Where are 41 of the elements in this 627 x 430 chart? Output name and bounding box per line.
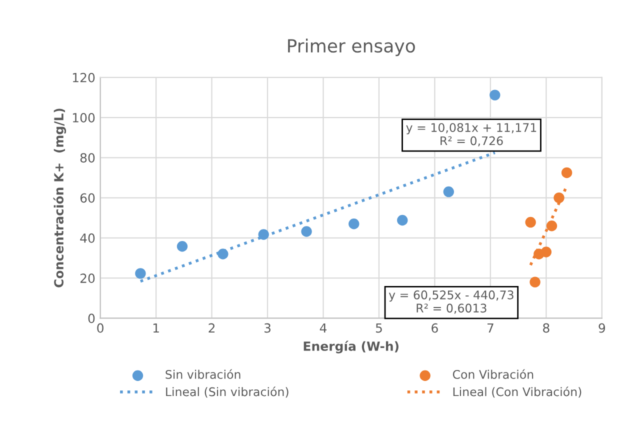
- x-tick-label: 7: [488, 323, 494, 333]
- y-tick-label: 0: [88, 314, 95, 324]
- x-tick-label: 1: [153, 323, 159, 333]
- legend-label: Sin vibración: [166, 369, 240, 379]
- point: [258, 229, 269, 240]
- point: [554, 192, 564, 204]
- x-tick-label: 4: [320, 323, 327, 333]
- y-tick-label: 40: [80, 233, 95, 243]
- x-tick-label: 3: [264, 323, 270, 333]
- y-tick-label: 20: [80, 274, 95, 283]
- y-tick-label: 80: [80, 153, 95, 163]
- x-tick-label: 2: [208, 323, 215, 333]
- legend-label: Lineal (Con Vibración): [453, 386, 582, 398]
- point: [397, 214, 408, 226]
- point: [176, 241, 188, 252]
- x-tick-label: 8: [543, 323, 550, 333]
- point: [530, 276, 540, 288]
- annotation: y = 10,081x + 11,171 R² = 0,726: [406, 123, 536, 146]
- chart-title: Primer ensayo: [288, 38, 415, 56]
- point: [135, 268, 146, 279]
- y-tick-label: 60: [80, 193, 95, 203]
- legend-label: Lineal (Sin vibración): [166, 386, 288, 398]
- y-axis-title: Concentración K+ (mg/L): [53, 108, 66, 288]
- point: [561, 167, 572, 178]
- y-tick-label: 120: [72, 72, 95, 82]
- legend-label: Con Vibración: [452, 369, 534, 379]
- x-tick-label: 9: [598, 323, 606, 333]
- x-tick-label: 5: [376, 323, 382, 333]
- point: [348, 218, 360, 230]
- point: [490, 90, 500, 100]
- point: [443, 186, 454, 198]
- point: [301, 226, 312, 237]
- x-tick-label: 6: [432, 323, 438, 333]
- point: [525, 216, 536, 228]
- annotation: y = 60,525x - 440,73 R² = 0,6013: [388, 290, 514, 314]
- point: [546, 220, 558, 232]
- point: [218, 248, 228, 260]
- point: [540, 246, 552, 258]
- y-tick-label: 100: [72, 113, 95, 122]
- x-axis-title: Energía (W-h): [304, 340, 398, 354]
- x-tick-label: 0: [97, 323, 104, 333]
